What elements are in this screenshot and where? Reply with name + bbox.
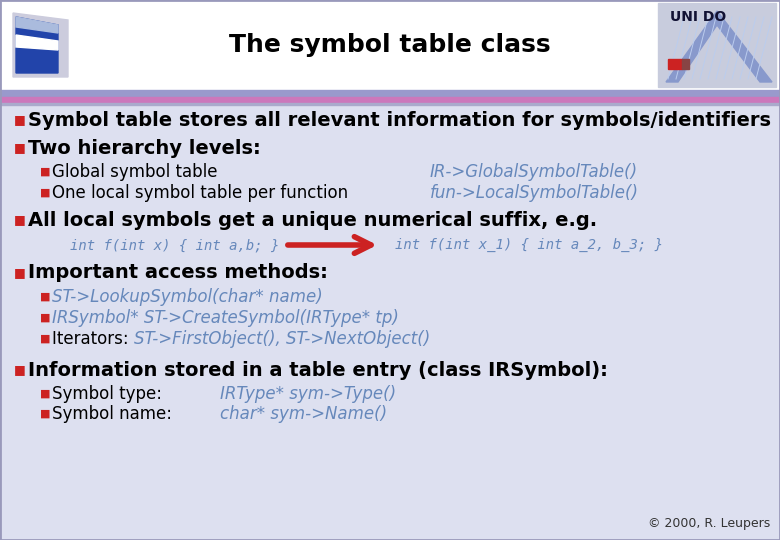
Text: Global symbol table: Global symbol table [52,163,218,181]
Text: ST->FirstObject(), ST->NextObject(): ST->FirstObject(), ST->NextObject() [134,330,430,348]
Text: char* sym->Name(): char* sym->Name() [220,405,387,423]
Text: UNI DO: UNI DO [670,10,726,24]
Bar [0,90,780,97]
Bar [682,59,689,69]
Text: fun->LocalSymbolTable(): fun->LocalSymbolTable() [430,184,639,202]
Bar [0,97,780,103]
Bar [658,3,776,87]
Text: ■: ■ [14,113,26,126]
Text: int f(int x_1) { int a_2, b_3; }: int f(int x_1) { int a_2, b_3; } [395,238,663,252]
Text: ST->LookupSymbol(char* name): ST->LookupSymbol(char* name) [52,288,323,306]
Text: ■: ■ [40,292,51,302]
Text: ■: ■ [14,363,26,376]
Text: All local symbols get a unique numerical suffix, e.g.: All local symbols get a unique numerical… [28,211,597,229]
Text: IR->GlobalSymbolTable(): IR->GlobalSymbolTable() [430,163,638,181]
Text: Information stored in a table entry (class IRSymbol):: Information stored in a table entry (cla… [28,361,608,380]
Bar [0,0,780,90]
Text: ■: ■ [40,409,51,419]
Text: © 2000, R. Leupers: © 2000, R. Leupers [647,517,770,530]
Text: Two hierarchy levels:: Two hierarchy levels: [28,138,261,158]
Text: Symbol name:: Symbol name: [52,405,172,423]
Bar [0,103,780,105]
Text: IRType* sym->Type(): IRType* sym->Type() [220,385,396,403]
Text: ■: ■ [40,188,51,198]
Text: ■: ■ [14,213,26,226]
Bar [668,59,682,69]
Text: One local symbol table per function: One local symbol table per function [52,184,348,202]
Text: ■: ■ [40,167,51,177]
Text: The symbol table class: The symbol table class [229,33,551,57]
Text: Symbol table stores all relevant information for symbols/identifiers: Symbol table stores all relevant informa… [28,111,771,130]
Text: Important access methods:: Important access methods: [28,264,328,282]
Text: Iterators:: Iterators: [52,330,134,348]
Polygon shape [16,35,58,50]
Text: IRSymbol* ST->CreateSymbol(IRType* tp): IRSymbol* ST->CreateSymbol(IRType* tp) [52,309,399,327]
Text: int f(int x) { int a,b; }: int f(int x) { int a,b; } [70,238,279,252]
Text: ■: ■ [40,334,51,344]
Text: ■: ■ [40,313,51,323]
Text: ■: ■ [40,389,51,399]
Polygon shape [13,13,68,77]
Polygon shape [666,11,772,82]
Bar [0,105,780,540]
Polygon shape [16,17,58,33]
Bar [8,5,78,83]
Text: ■: ■ [14,267,26,280]
Text: ■: ■ [14,141,26,154]
Text: Symbol type:: Symbol type: [52,385,162,403]
Polygon shape [16,17,58,73]
